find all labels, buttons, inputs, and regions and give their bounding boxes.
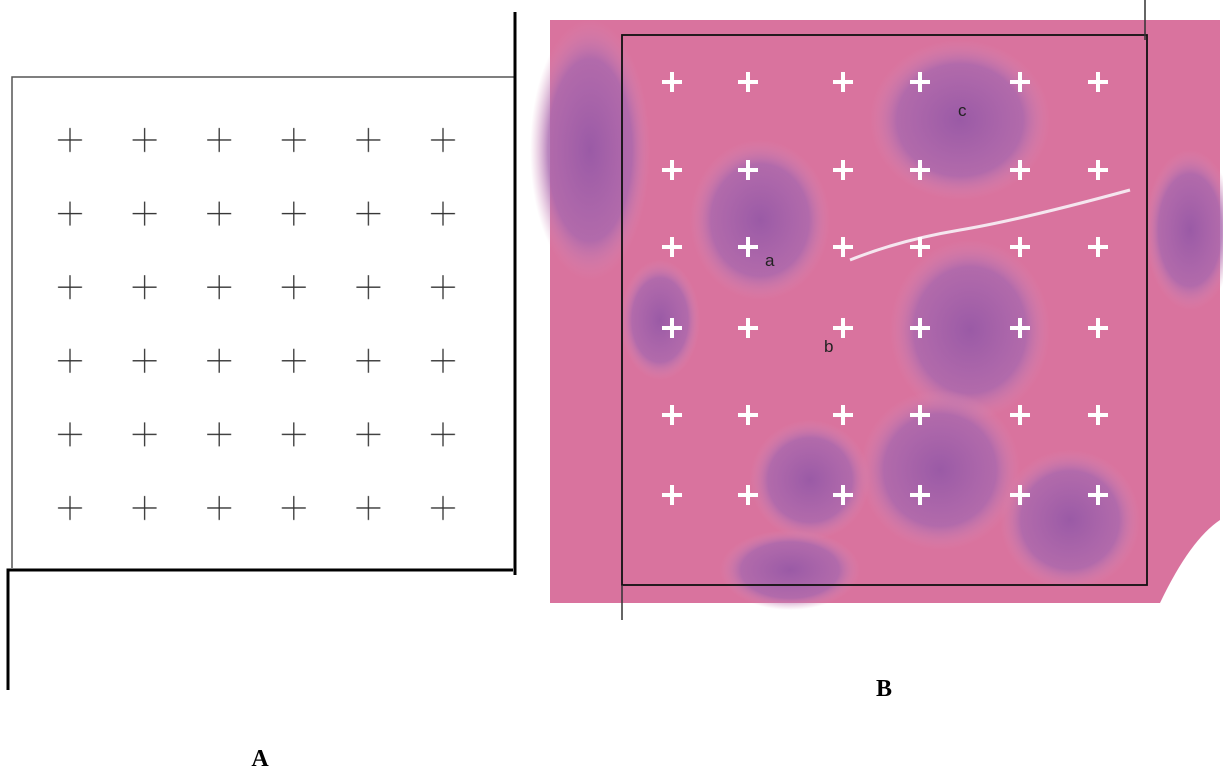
cross-grid bbox=[32, 102, 480, 544]
annotation: b bbox=[824, 337, 833, 356]
annotation: a bbox=[765, 251, 775, 270]
panel-a: A bbox=[8, 12, 515, 771]
panel-label: A bbox=[251, 746, 269, 771]
panel-label: B bbox=[876, 676, 892, 702]
figure: A a b c B bbox=[0, 0, 1223, 771]
panel-b: a b c B bbox=[530, 0, 1223, 702]
frame-line bbox=[8, 570, 513, 690]
annotation: c bbox=[958, 101, 967, 120]
